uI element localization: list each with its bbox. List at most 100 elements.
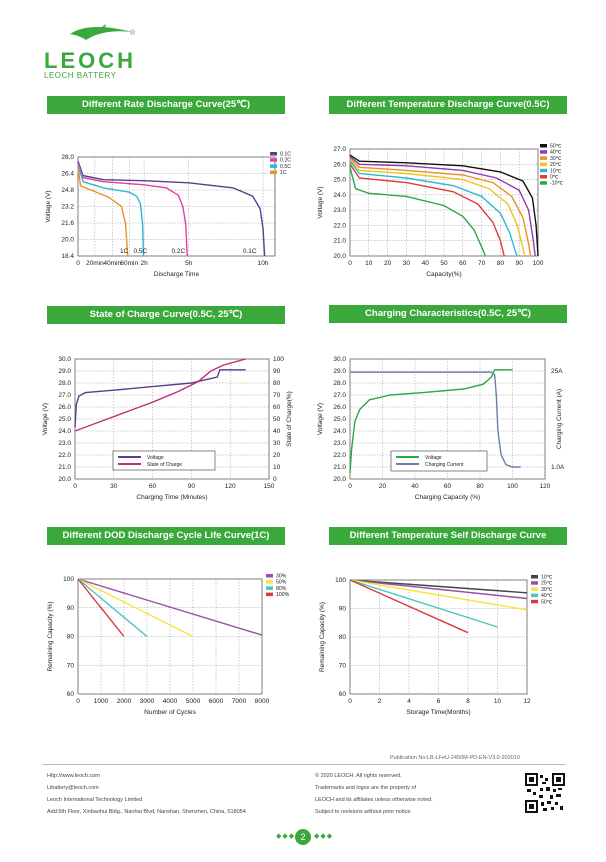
registered-mark: ®	[130, 30, 136, 37]
soc-xtick-label: 0	[73, 483, 77, 490]
charging-xtick-label: 0	[348, 483, 352, 490]
charging-legend-box	[390, 450, 488, 472]
selfdis-series-4-line	[349, 579, 469, 634]
soc-y2tick-label: 60	[273, 404, 281, 411]
charging-xaxis-label: Charging Capacity (%)	[415, 494, 480, 501]
footer-website-link[interactable]: Http://www.leoch.com	[47, 773, 100, 779]
charging-legend-label: Charging Current	[425, 462, 464, 468]
temp-legend-label: 50℃	[550, 144, 562, 150]
dod-yaxis-label: Remaining Capacity (%)	[47, 601, 54, 671]
charging-xtick-label: 60	[444, 483, 452, 490]
soc-y2tick-label: 20	[273, 452, 281, 459]
dod-xtick-label: 1000	[94, 698, 109, 705]
temp-xtick-label: 70	[478, 260, 486, 267]
selfdis-plot-area	[349, 579, 528, 695]
soc-xtick-label: 60	[149, 483, 157, 490]
charging-xtick-label: 120	[540, 483, 551, 490]
rate-legend-swatch	[270, 164, 277, 168]
charging-xtick-label: 20	[379, 483, 387, 490]
chart-title-soc: State of Charge Curve(0.5C, 25℃)	[47, 306, 285, 324]
temp-xtick-label: 20	[384, 260, 392, 267]
selfdis-legend-label: 10℃	[541, 575, 553, 581]
temp-ytick-label: 25.0	[333, 177, 346, 184]
footer-revision-note: Subject to revisions without prior notic…	[315, 809, 412, 815]
footer-trademark-2: LEOCH and its affiliates unless otherwis…	[315, 797, 433, 803]
dod-legend-label: 50%	[276, 580, 287, 586]
soc-ytick-label: 28.0	[58, 380, 71, 387]
temp-legend-swatch	[540, 156, 547, 160]
footer-address: Add:5th Floor, Xinbaohui Bldg., Nanhai B…	[47, 809, 246, 815]
soc-ytick-label: 23.0	[58, 440, 71, 447]
temp-series-0-line	[349, 154, 539, 257]
dod-xtick-label: 0	[76, 698, 80, 705]
temp-ytick-label: 22.0	[333, 222, 346, 229]
dod-series-2-line	[77, 578, 148, 638]
dod-legend-swatch	[266, 580, 273, 584]
rate-xtick-label: 20min	[86, 260, 104, 267]
temp-series-1-line	[349, 156, 536, 257]
temp-legend-label: 0℃	[550, 175, 559, 181]
footer-email-link[interactable]: Libattery@leoch.com	[47, 785, 99, 791]
rate-xtick-label: 10h	[258, 260, 269, 267]
publication-number: Publication No:LB-LFeU-2450M-PD-EN-V3.0-…	[390, 755, 520, 761]
soc-y2tick-label: 0	[273, 476, 277, 483]
dod-ytick-label: 90	[67, 605, 75, 612]
soc-ytick-label: 26.0	[58, 404, 71, 411]
rate-ytick-label: 24.8	[61, 187, 74, 194]
selfdis-legend-label: 40℃	[541, 593, 553, 599]
charging-ytick-label: 22.0	[333, 452, 346, 459]
dod-legend-label: 100%	[276, 592, 290, 598]
selfdis-xtick-label: 10	[494, 698, 502, 705]
rate-legend-label: 0.1C	[280, 152, 291, 158]
chart-title-charging: Charging Characteristics(0.5C, 25℃)	[329, 305, 567, 323]
dod-xtick-label: 3000	[140, 698, 155, 705]
soc-xaxis-label: Charging Time (Minutes)	[136, 494, 207, 501]
rate-series-2-line	[77, 165, 145, 257]
charging-ytick-label: 23.0	[333, 440, 346, 447]
soc-xtick-label: 90	[188, 483, 196, 490]
selfdis-legend-swatch	[531, 587, 538, 591]
dod-xtick-label: 2000	[117, 698, 132, 705]
temp-xtick-label: 100	[533, 260, 544, 267]
temp-legend-swatch	[540, 144, 547, 148]
rate-annotation: 0.1C	[243, 248, 257, 255]
soc-y2axis-label: State of Charge(%)	[286, 391, 293, 447]
temp-legend-label: 40℃	[550, 150, 562, 156]
temp-xtick-label: 80	[497, 260, 505, 267]
selfdis-xtick-label: 2	[378, 698, 382, 705]
charging-y2tick-label: 1.0A	[551, 464, 565, 471]
charging-ytick-label: 26.0	[333, 404, 346, 411]
charging-y2tick-label: 25A	[551, 368, 563, 375]
temp-ytick-label: 20.0	[333, 253, 346, 260]
selfdis-ytick-label: 90	[339, 606, 347, 613]
rate-yaxis-label: Voltage (V)	[45, 190, 52, 222]
rate-annotation: 0.5C	[134, 248, 148, 255]
temp-legend-swatch	[540, 181, 547, 185]
temp-series-2-line	[349, 157, 532, 257]
selfdis-xtick-label: 6	[437, 698, 441, 705]
brand-subtitle: LEOCH BATTERY	[44, 71, 117, 80]
temp-legend-swatch	[540, 175, 547, 179]
charging-series-0-line	[349, 369, 513, 474]
soc-series-0-line	[74, 369, 246, 428]
soc-ytick-label: 29.0	[58, 368, 71, 375]
soc-y2tick-label: 70	[273, 392, 281, 399]
footer-company: Leoch International Technology Limited	[47, 797, 143, 803]
charging-xtick-label: 80	[476, 483, 484, 490]
rate-legend-swatch	[270, 170, 277, 175]
soc-ytick-label: 30.0	[58, 356, 71, 363]
temp-xtick-label: 30	[403, 260, 411, 267]
dod-xtick-label: 8000	[255, 698, 270, 705]
temp-series-3-line	[349, 159, 526, 257]
soc-ytick-label: 20.0	[58, 476, 71, 483]
soc-y2tick-label: 90	[273, 368, 281, 375]
charging-ytick-label: 20.0	[333, 476, 346, 483]
charging-ytick-label: 24.0	[333, 428, 346, 435]
dod-series-0-line	[77, 578, 263, 636]
soc-xtick-label: 120	[225, 483, 236, 490]
dod-plot-area	[77, 578, 263, 695]
rate-ytick-label: 21.6	[61, 220, 74, 227]
footer-copyright: © 2020 LEOCH. All rights reserved.	[315, 773, 402, 779]
chart-title-temp: Different Temperature Discharge Curve(0.…	[329, 96, 567, 114]
charging-y2axis-label: Charging Current (A)	[556, 389, 563, 449]
